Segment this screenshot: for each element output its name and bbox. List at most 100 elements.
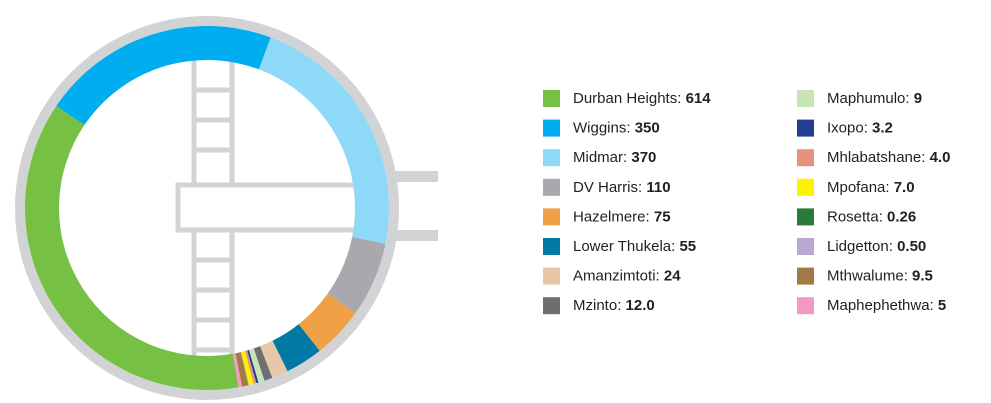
legend-item: Maphumulo: 9: [797, 90, 922, 107]
donut-slice: [253, 346, 273, 381]
legend-item: Mhlabatshane: 4.0: [797, 149, 951, 167]
donut-slice: [24, 105, 239, 391]
legend-separator: :: [638, 179, 646, 196]
legend-swatch: [543, 238, 560, 255]
legend-swatch: [543, 267, 560, 285]
legend-item: Wiggins: 350: [543, 120, 660, 137]
legend-name: Lidgetton: [827, 238, 889, 255]
legend-separator: :: [656, 268, 664, 285]
legend-item: Midmar: 370: [543, 149, 656, 167]
legend-label: Lidgetton: 0.50: [827, 238, 926, 255]
donut-slice: [298, 293, 356, 351]
legend-name: Hazelmere: [573, 208, 646, 225]
legend-separator: :: [864, 120, 872, 137]
legend-value: 0.26: [887, 208, 916, 225]
legend-item: Amanzimtoti: 24: [543, 268, 681, 285]
legend-separator: :: [885, 179, 893, 196]
legend-name: DV Harris: [573, 179, 638, 196]
legend-swatch: [543, 297, 560, 315]
legend-swatch: [797, 149, 814, 167]
donut-slice: [260, 340, 288, 378]
donut-slice: [241, 351, 254, 386]
legend-name: Midmar: [573, 149, 623, 166]
legend-label: Mthwalume: 9.5: [827, 268, 933, 285]
legend-label: Maphumulo: 9: [827, 90, 922, 107]
legend-value: 7.0: [894, 179, 915, 196]
legend-separator: :: [677, 90, 685, 107]
legend-item: DV Harris: 110: [543, 179, 671, 196]
donut-slice: [272, 324, 320, 372]
legend-item: Lidgetton: 0.50: [797, 238, 926, 255]
legend-swatch: [543, 90, 560, 107]
legend-swatch: [543, 119, 560, 137]
legend-separator: :: [879, 208, 887, 225]
legend-name: Rosetta: [827, 208, 879, 225]
legend-swatch: [797, 238, 814, 255]
legend-swatch: [797, 267, 814, 285]
legend-name: Maphephethwa: [827, 297, 930, 314]
legend-separator: :: [626, 120, 634, 137]
legend-separator: :: [646, 208, 654, 225]
donut-slice: [327, 237, 386, 314]
donut-slice: [232, 353, 243, 388]
legend-label: Mzinto: 12.0: [573, 297, 655, 314]
legend-label: Lower Thukela: 55: [573, 238, 696, 255]
legend-item: Mzinto: 12.0: [543, 297, 655, 315]
legend-name: Amanzimtoti: [573, 268, 656, 285]
legend-item: Durban Heights: 614: [543, 90, 711, 107]
donut-slice: [244, 350, 257, 384]
legend-item: Lower Thukela: 55: [543, 238, 696, 255]
legend-swatch: [797, 178, 814, 196]
legend-name: Mhlabatshane: [827, 149, 921, 166]
legend-swatch: [543, 149, 560, 167]
legend-label: Amanzimtoti: 24: [573, 268, 681, 285]
legend-value: 9.5: [912, 268, 933, 285]
legend-value: 3.2: [872, 120, 893, 137]
donut-slice: [56, 25, 271, 126]
legend-separator: :: [671, 238, 679, 255]
legend-item: Rosetta: 0.26: [797, 208, 916, 226]
legend-label: Durban Heights: 614: [573, 90, 711, 107]
legend-label: Midmar: 370: [573, 149, 656, 166]
legend-label: Hazelmere: 75: [573, 208, 671, 225]
legend-swatch: [797, 90, 814, 107]
legend-value: 9: [914, 90, 922, 107]
donut-slice: [247, 349, 259, 384]
legend-value: 110: [646, 179, 670, 196]
legend-value: 75: [654, 208, 671, 225]
legend-swatch: [543, 208, 560, 226]
legend-label: Ixopo: 3.2: [827, 120, 893, 137]
donut-slice: [258, 37, 389, 244]
donut: [24, 25, 389, 391]
legend-value: 12.0: [626, 297, 655, 314]
legend-label: Mpofana: 7.0: [827, 179, 915, 196]
legend-value: 350: [635, 120, 660, 137]
legend-label: Maphephethwa: 5: [827, 297, 946, 314]
background-decoration: [15, 16, 438, 400]
legend-separator: :: [905, 90, 913, 107]
legend-value: 5: [938, 297, 946, 314]
legend-name: Mzinto: [573, 297, 617, 314]
legend-item: Ixopo: 3.2: [797, 120, 893, 137]
legend-item: Mthwalume: 9.5: [797, 268, 933, 285]
legend-separator: :: [889, 238, 897, 255]
legend-separator: :: [623, 149, 631, 166]
legend-name: Mpofana: [827, 179, 886, 196]
legend-swatch: [797, 208, 814, 226]
legend-item: Hazelmere: 75: [543, 208, 671, 226]
legend-name: Mthwalume: [827, 268, 904, 285]
legend-separator: :: [930, 297, 938, 314]
legend-swatch: [543, 178, 560, 196]
legend-label: Rosetta: 0.26: [827, 208, 916, 225]
legend-value: 370: [631, 149, 656, 166]
legend-label: Wiggins: 350: [573, 120, 660, 137]
legend-name: Lower Thukela: [573, 238, 672, 255]
legend-label: DV Harris: 110: [573, 179, 671, 196]
legend-separator: :: [921, 149, 929, 166]
legend-value: 614: [686, 90, 712, 107]
legend-value: 4.0: [930, 149, 951, 166]
legend-separator: :: [617, 297, 625, 314]
legend-name: Wiggins: [573, 120, 626, 137]
legend-separator: :: [904, 268, 912, 285]
